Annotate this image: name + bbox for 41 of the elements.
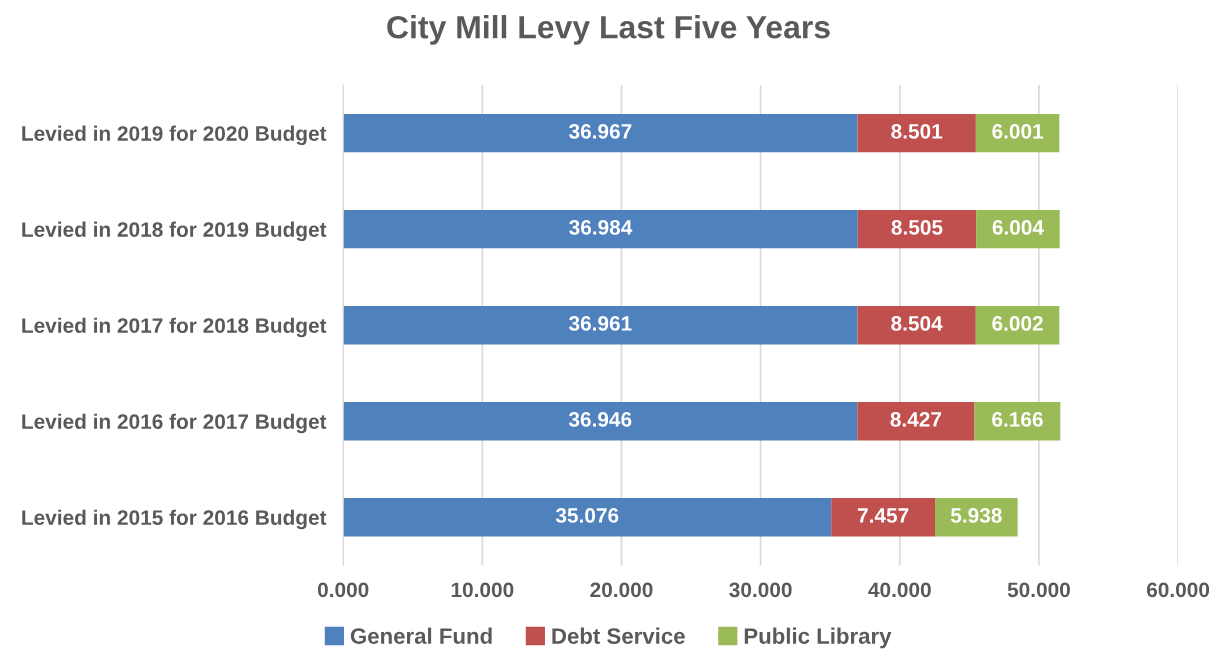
x-tick-label: 60.000 — [1146, 582, 1210, 598]
bar — [857, 113, 976, 153]
data-label: 8.501 — [891, 123, 943, 139]
y-tick-label: Levied in 2018 for 2019 Budget — [22, 221, 327, 242]
y-tick-label: Levied in 2019 for 2020 Budget — [22, 125, 327, 146]
data-label: 6.166 — [992, 412, 1043, 427]
bar — [831, 498, 936, 537]
x-tick-label: 50.000 — [1007, 582, 1070, 598]
x-tick-label: 30.000 — [729, 582, 792, 598]
data-label: 36.946 — [568, 412, 632, 427]
x-tick-label: 10.000 — [451, 582, 514, 598]
bar — [343, 498, 832, 537]
data-label: 7.457 — [857, 508, 909, 523]
y-tick-label: Levied in 2016 for 2017 Budget — [22, 413, 327, 434]
data-label: 35.076 — [555, 508, 619, 523]
x-tick-label: 40.000 — [868, 582, 931, 598]
data-label: 36.984 — [569, 220, 633, 235]
bar — [343, 305, 858, 345]
bar — [857, 209, 977, 249]
data-label: 8.427 — [890, 412, 942, 427]
data-label: 8.504 — [891, 316, 943, 331]
x-tick-label: 20.000 — [590, 582, 653, 598]
legend-label: Debt Service — [552, 627, 685, 644]
data-label: 36.967 — [569, 123, 632, 139]
chart-title: City Mill Levy Last Five Years — [387, 15, 830, 45]
y-tick-label: Levied in 2015 for 2016 Budget — [22, 509, 327, 530]
bar — [343, 209, 858, 249]
data-label: 6.001 — [992, 123, 1044, 139]
y-tick-label: Levied in 2017 for 2018 Budget — [22, 317, 327, 338]
data-label: 6.002 — [992, 316, 1043, 331]
bar — [857, 305, 976, 345]
data-label: 5.938 — [950, 508, 1002, 523]
bar — [343, 402, 858, 441]
data-label: 6.004 — [992, 220, 1044, 235]
bar — [343, 113, 858, 153]
data-label: 36.961 — [568, 316, 632, 331]
x-tick-label: 0.000 — [317, 582, 369, 598]
legend-label: General Fund — [350, 627, 492, 644]
legend-label: Public Library — [744, 627, 892, 649]
data-label: 8.505 — [891, 220, 943, 235]
bar — [857, 402, 975, 441]
